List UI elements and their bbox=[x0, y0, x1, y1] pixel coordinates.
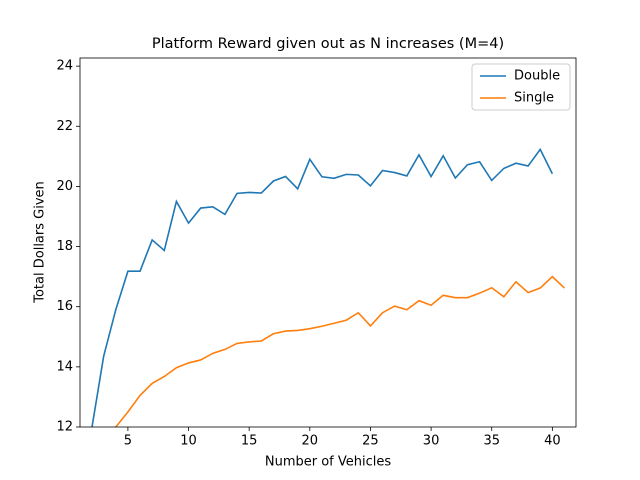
legend-label: Single bbox=[514, 91, 554, 106]
x-tick-label: 5 bbox=[124, 434, 132, 449]
y-tick-label: 14 bbox=[56, 359, 73, 374]
legend-label: Double bbox=[514, 69, 560, 84]
x-tick-label: 30 bbox=[423, 434, 440, 449]
y-tick-label: 16 bbox=[56, 299, 73, 314]
x-tick-label: 10 bbox=[180, 434, 197, 449]
y-tick-label: 24 bbox=[56, 59, 73, 74]
line-series bbox=[114, 275, 566, 427]
x-axis-label: Number of Vehicles bbox=[265, 455, 392, 470]
x-tick-label: 25 bbox=[362, 434, 379, 449]
plot-area bbox=[91, 147, 566, 427]
line-series bbox=[91, 147, 554, 427]
y-tick-label: 20 bbox=[56, 179, 73, 194]
chart-title: Platform Reward given out as N increases… bbox=[152, 36, 504, 52]
x-tick-label: 40 bbox=[544, 434, 561, 449]
x-tick-label: 15 bbox=[241, 434, 258, 449]
y-tick-label: 18 bbox=[56, 239, 73, 254]
axes-frame bbox=[79, 57, 577, 428]
y-axis-label: Total Dollars Given bbox=[33, 181, 48, 304]
x-tick-label: 20 bbox=[302, 434, 319, 449]
x-tick-label: 35 bbox=[483, 434, 500, 449]
y-tick-label: 22 bbox=[56, 119, 73, 134]
y-tick-label: 12 bbox=[56, 420, 73, 435]
